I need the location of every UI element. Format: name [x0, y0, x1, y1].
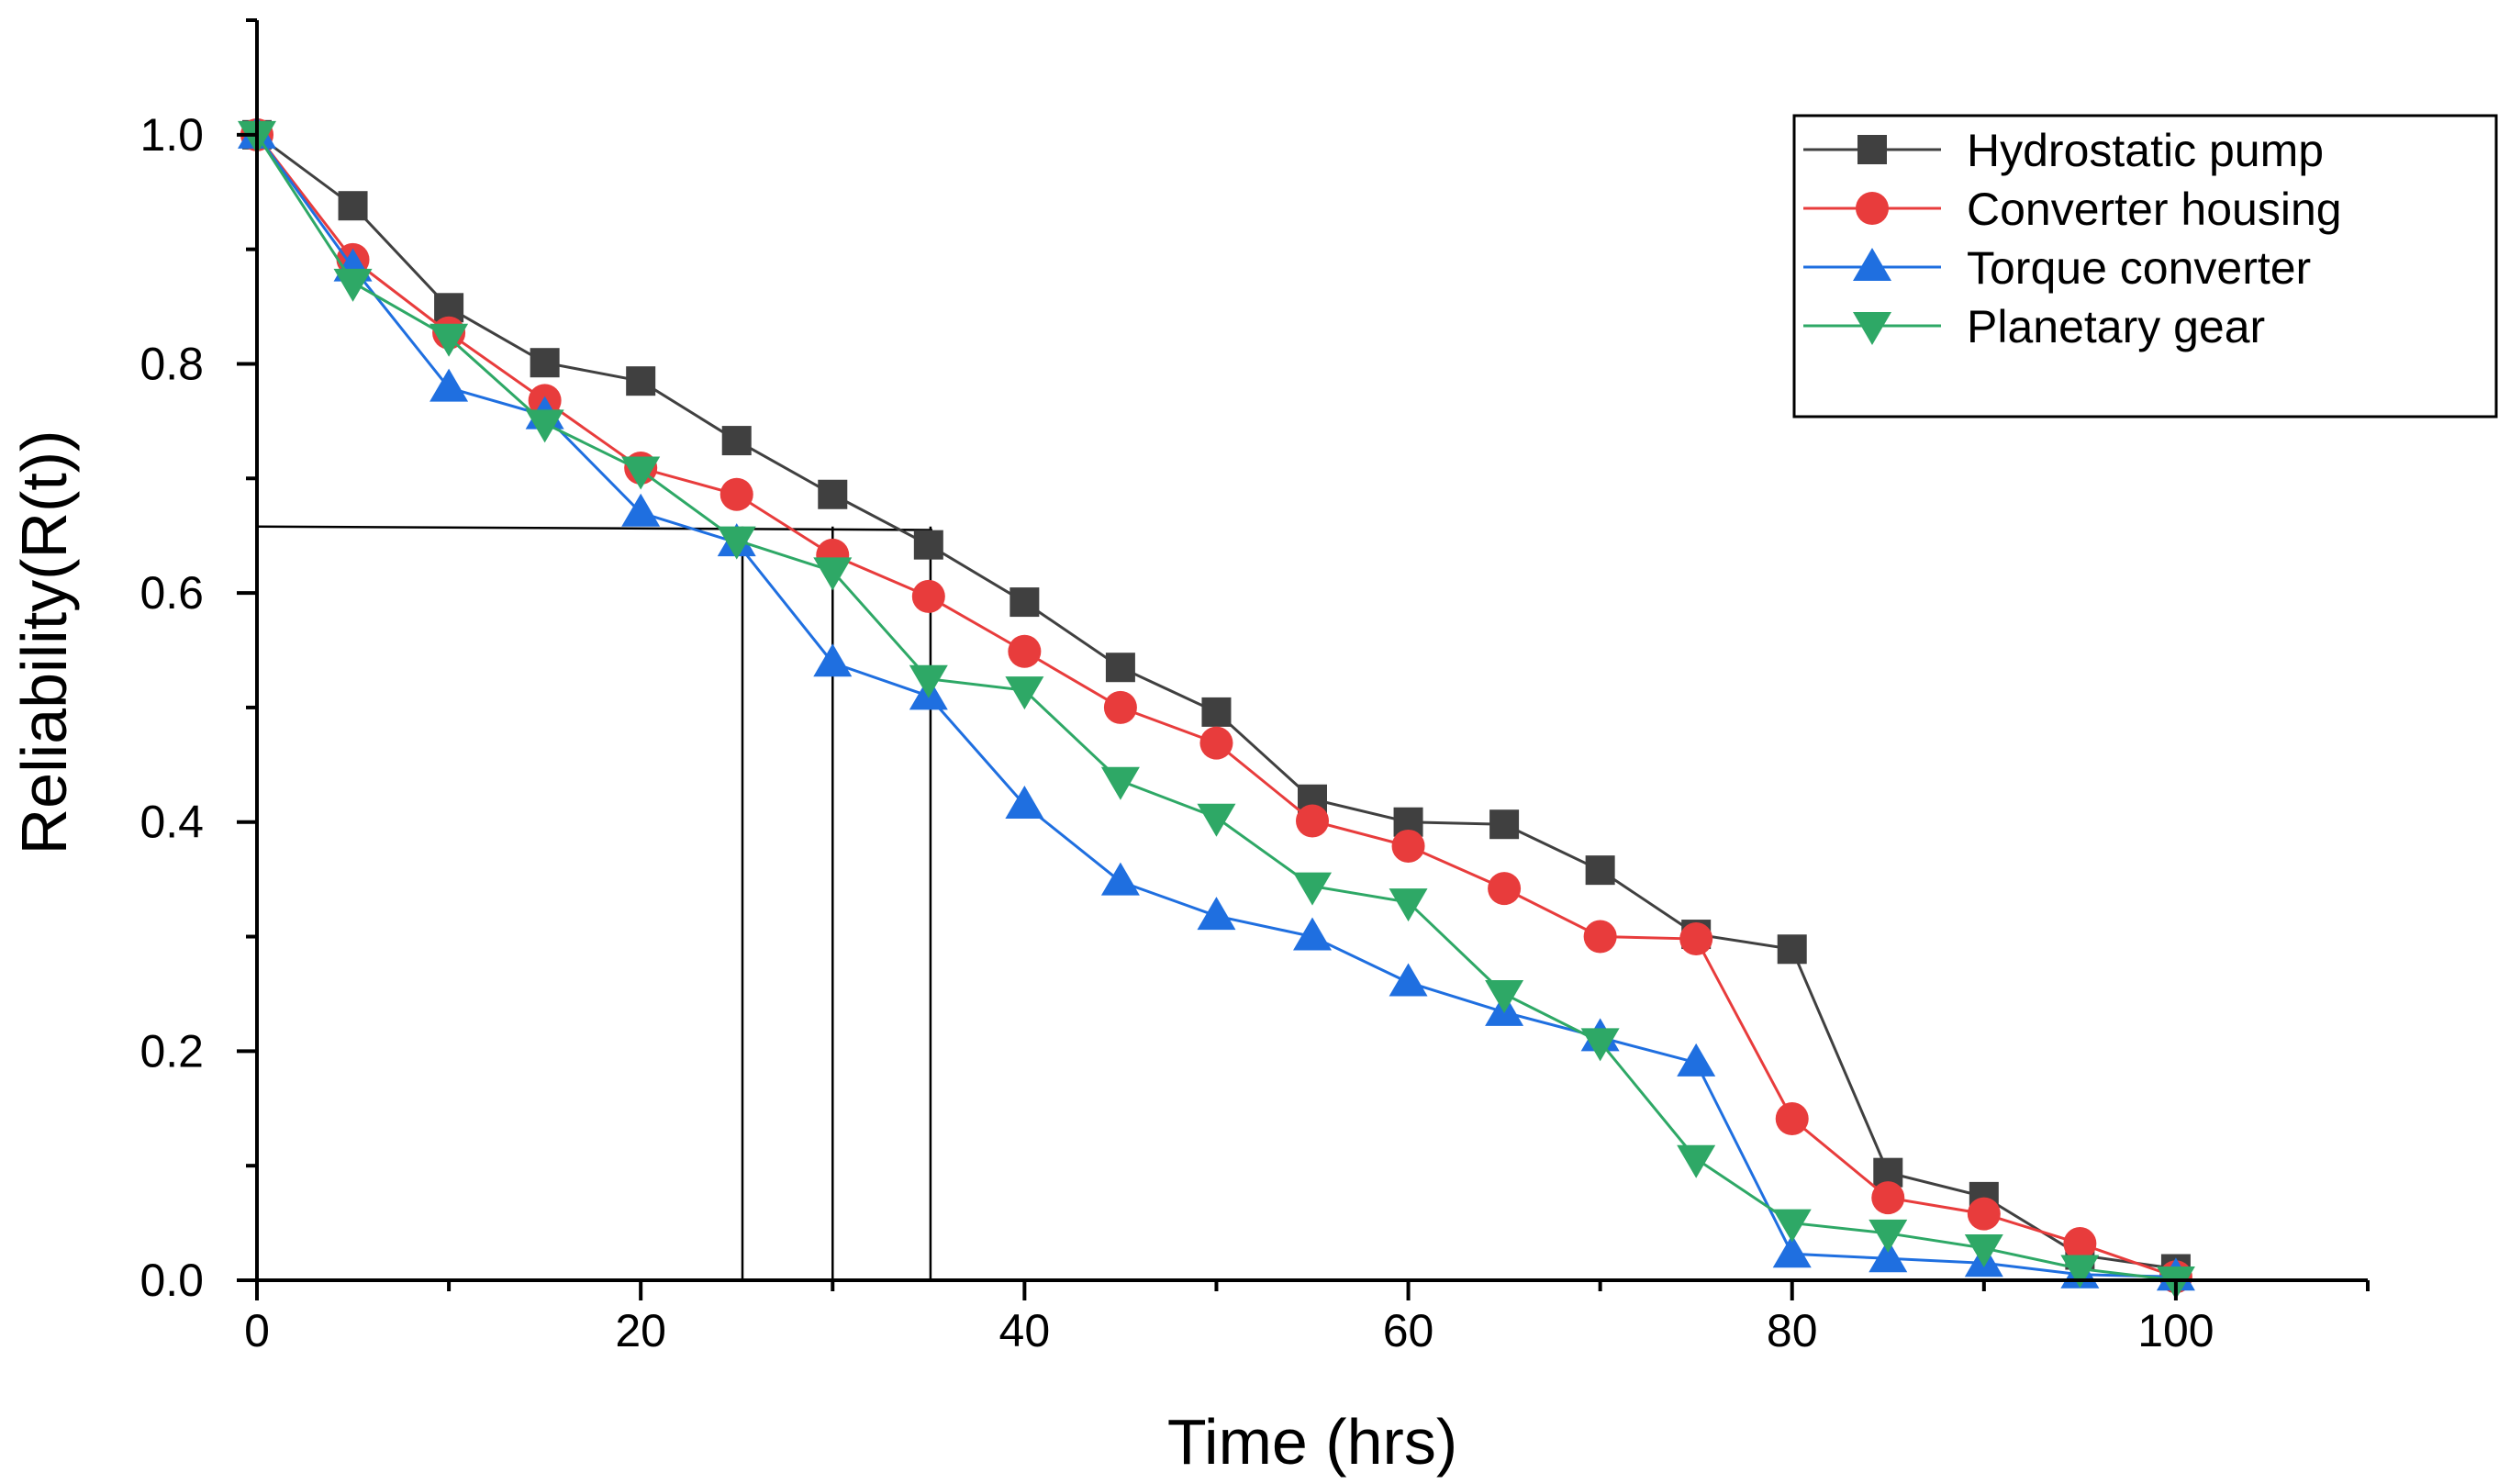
legend-item: Hydrostatic pump — [1803, 125, 2324, 176]
data-point — [1389, 888, 1428, 922]
legend-marker — [1857, 135, 1887, 164]
data-point — [1293, 872, 1332, 906]
data-point — [717, 526, 756, 560]
data-point — [1585, 855, 1615, 886]
data-point — [1391, 829, 1425, 863]
data-point — [1293, 917, 1332, 951]
data-point — [913, 530, 943, 560]
data-point — [1005, 676, 1044, 710]
data-point — [1201, 697, 1232, 727]
data-point — [530, 348, 560, 378]
data-point — [1869, 1239, 1908, 1273]
data-point — [1485, 979, 1524, 1013]
y-tick-label: 0.8 — [139, 338, 204, 389]
x-tick-label: 100 — [2137, 1305, 2214, 1356]
data-point — [721, 426, 752, 456]
legend: Hydrostatic pump Converter housing Torque … — [1792, 114, 2498, 418]
tick-labels: 0 20 40 60 80 100 0.0 0.2 0.4 0.6 0.8 1.0 — [139, 109, 2214, 1356]
legend-marker — [1856, 192, 1889, 225]
reference-line — [256, 525, 933, 531]
data-point — [1389, 963, 1428, 997]
legend-marker — [1853, 312, 1891, 345]
data-point — [1105, 653, 1135, 683]
data-point — [1580, 1028, 1620, 1062]
data-point — [1103, 690, 1137, 724]
legend-label: Converter housing — [1967, 184, 2342, 235]
data-point — [626, 366, 656, 396]
legend-item: Converter housing — [1803, 184, 2342, 235]
data-point — [1100, 766, 1140, 800]
y-axis-title: Reliability(R(t)) — [8, 430, 80, 855]
series-planetary-gear — [238, 120, 2195, 1300]
data-point — [1010, 587, 1040, 618]
data-point — [1677, 1043, 1716, 1077]
data-point — [813, 557, 853, 591]
data-point — [525, 409, 564, 443]
x-tick-label: 0 — [244, 1305, 270, 1356]
data-point — [621, 493, 661, 527]
data-point — [1775, 1102, 1809, 1136]
data-point — [1679, 922, 1713, 956]
data-point — [2063, 1227, 2097, 1261]
data-point — [909, 664, 948, 698]
data-point — [1008, 634, 1042, 668]
x-tick-label: 40 — [999, 1305, 1051, 1356]
data-point — [1772, 1209, 1812, 1243]
data-point — [1199, 726, 1233, 760]
y-tick-label: 0.6 — [139, 567, 204, 619]
data-point — [1197, 897, 1236, 931]
legend-label: Torque converter — [1967, 242, 2311, 294]
series-group — [238, 115, 2195, 1300]
legend-marker — [1853, 248, 1891, 281]
axes — [237, 18, 2370, 1300]
y-tick-label: 1.0 — [139, 109, 204, 161]
x-axis-title: Time (hrs) — [1167, 1406, 1457, 1478]
data-point — [813, 643, 853, 677]
data-point — [1964, 1234, 2003, 1268]
reference-lines — [256, 525, 933, 1280]
x-tick-label: 80 — [1767, 1305, 1818, 1356]
data-point — [429, 323, 469, 357]
data-point — [1296, 804, 1329, 838]
data-point — [1772, 1234, 1812, 1268]
data-point — [1869, 1219, 1908, 1253]
x-tick-label: 60 — [1383, 1305, 1434, 1356]
data-point — [720, 477, 753, 511]
data-point — [1583, 920, 1617, 954]
legend-item: Planetary gear — [1803, 301, 2265, 352]
data-point — [1677, 1144, 1716, 1178]
legend-label: Planetary gear — [1967, 301, 2265, 352]
x-tick-label: 20 — [615, 1305, 666, 1356]
data-point — [429, 368, 469, 402]
data-point — [1488, 872, 1522, 906]
data-point — [1197, 803, 1236, 837]
y-tick-label: 0.0 — [139, 1255, 204, 1306]
data-point — [1967, 1197, 2001, 1231]
y-tick-label: 0.4 — [139, 797, 204, 848]
data-point — [1100, 862, 1140, 896]
data-point — [1489, 809, 1520, 840]
data-point — [1871, 1181, 1905, 1215]
data-point — [1777, 934, 1807, 965]
y-tick-label: 0.2 — [139, 1025, 204, 1077]
data-point — [911, 579, 945, 613]
data-point — [333, 268, 373, 302]
legend-item: Torque converter — [1803, 242, 2311, 294]
legend-label: Hydrostatic pump — [1967, 125, 2324, 176]
data-point — [338, 191, 368, 221]
data-point — [621, 456, 661, 490]
data-point — [818, 479, 848, 509]
data-point — [2060, 1255, 2100, 1289]
data-point — [1005, 786, 1044, 820]
